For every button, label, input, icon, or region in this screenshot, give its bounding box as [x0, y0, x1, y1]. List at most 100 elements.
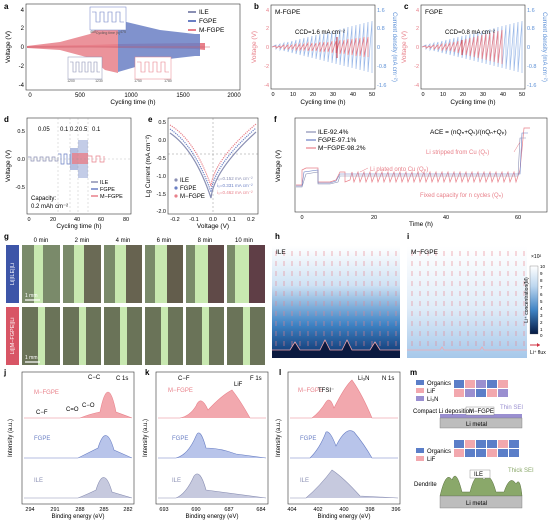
legend-fgpe: FGPE [199, 18, 217, 25]
l-xtick: 404 [287, 507, 296, 513]
b-xtick: 40 [350, 92, 356, 98]
g-scalebar: 1 mm [25, 293, 38, 299]
colorbar-tick: 2 [540, 320, 543, 325]
m-legend2: Organics [427, 449, 451, 455]
c-xtick: 30 [480, 92, 486, 98]
f-plated: Li plated onto Cu (Qₚ) [370, 167, 428, 173]
j-peak-co2: C−O [82, 403, 95, 409]
k-xtick: 687 [224, 507, 233, 513]
k-xtick: 693 [159, 507, 168, 513]
k-xlabel: Binding energy (eV) [185, 514, 238, 520]
b-xtick: 10 [290, 92, 296, 98]
j-xtick: 291 [50, 507, 59, 513]
j-xtick: 294 [25, 507, 34, 513]
b-y2tick: 0 [377, 45, 380, 51]
a-xtick: 2000 [227, 93, 241, 99]
j-ylabel: Intensity (a.u.) [8, 419, 14, 457]
j-sample: ILE [34, 478, 43, 484]
m-legend: LiF [427, 389, 436, 395]
panel-c-ccd-fgpe: FGPE CCD=0.8 mA cm⁻² Voltage (V) Current… [401, 4, 547, 106]
a-inset-tick: 1230 [95, 79, 103, 83]
l-xtick: 400 [339, 507, 348, 513]
b-y2tick: -0.8 [377, 64, 386, 70]
d-legend-fgpe: FGPE [100, 187, 115, 193]
c-y2tick: 1.6 [527, 8, 535, 14]
k-sample: FGPE [172, 436, 188, 442]
panel-label-m: m [410, 368, 417, 377]
g-time: 6 min [157, 238, 172, 244]
a-ytick: -4 [19, 83, 25, 89]
m-legend2: LiF [427, 457, 436, 463]
d-ytick: 0.5 [17, 129, 25, 135]
c-ytick: 2 [416, 26, 419, 32]
panel-label-h: h [275, 232, 280, 241]
l-peak-li3n: Li₃N [358, 376, 369, 382]
b-y2tick: 0.8 [377, 26, 385, 32]
f-stripped: Li stripped from Cu (Qₛ) [426, 150, 489, 156]
e-xtick: -0.2 [170, 217, 179, 223]
d-legend-ile: ILE [100, 180, 109, 186]
b-y2tick: -1.6 [377, 83, 386, 89]
d-xtick: 60 [98, 217, 104, 223]
c-y2tick: -1.6 [527, 83, 536, 89]
f-xtick: 20 [371, 215, 377, 221]
e-ytick: -1.0 [157, 174, 166, 180]
c-y2tick: 0 [527, 45, 530, 51]
colorbar-tick: 10 [540, 264, 546, 269]
c-y2tick: 0.8 [527, 26, 535, 32]
m-li-metal-top: Li metal [466, 422, 487, 428]
k-ylabel: Intensity (a.u.) [143, 419, 149, 457]
colorbar-tick: 1 [540, 327, 543, 332]
c-xtick: 40 [500, 92, 506, 98]
colorbar-tick: 4 [540, 306, 543, 311]
g-time: 0 min [34, 238, 49, 244]
a-ylabel: Voltage (V) [5, 31, 12, 63]
panel-label-e: e [148, 115, 153, 124]
h-title: ILE [276, 249, 286, 256]
c-ylabel: Voltage (V) [401, 31, 408, 63]
colorbar-tick: 5 [540, 299, 543, 304]
j-sample: M−FGPE [34, 390, 59, 396]
colorbar-tick: 3 [540, 313, 543, 318]
f-ylabel: Voltage (V) [275, 150, 282, 182]
f-xtick: 0 [300, 215, 303, 221]
d-ytick: -0.5 [16, 185, 25, 191]
b-ytick: 0 [266, 45, 269, 51]
j-peak-cc: C−C [88, 375, 101, 381]
c-y2label: Current density (mA cm⁻²) [541, 12, 547, 82]
d-xtick: 0 [27, 217, 30, 223]
b-y2tick: 1.6 [377, 8, 385, 14]
c-ytick: 0 [416, 45, 419, 51]
k-title: F 1s [250, 376, 262, 382]
c-ccd: CCD=0.8 mA cm⁻² [445, 30, 495, 36]
e-ytick: -0.5 [157, 156, 166, 162]
l-peak-tfsi: TFSI⁻ [318, 388, 334, 394]
colorbar-tick: 8 [540, 278, 543, 283]
panel-m-schematic: Organics LiF Li₃N M−FGPE Thin SEI Compac… [413, 380, 534, 509]
panel-label-f: f [274, 115, 277, 124]
k-sample: M−FGPE [168, 388, 193, 394]
b-xtick: 50 [369, 92, 375, 98]
b-xtick: 20 [310, 92, 316, 98]
c-title: FGPE [425, 9, 443, 16]
panel-g-optical-images: 0 min 2 min 4 min 6 min 8 min 10 min Li|… [6, 238, 265, 365]
b-xtick: 0 [271, 92, 274, 98]
e-ytick: -1.5 [157, 192, 166, 198]
f-legend-mfgpe: M−FGPE-98.2% [318, 145, 366, 152]
b-xlabel: Cycling time (h) [300, 99, 345, 106]
c-xtick: 10 [440, 92, 446, 98]
a-xtick: 0 [28, 93, 32, 99]
colorbar-tick: 0 [540, 333, 543, 338]
g-time: 8 min [198, 238, 213, 244]
panel-label-i: i [407, 232, 409, 241]
m-legend: Organics [427, 381, 451, 387]
d-rate: 0.1 [92, 127, 101, 133]
j-sample: FGPE [34, 436, 50, 442]
l-title: N 1s [382, 376, 394, 382]
c-y2tick: -0.8 [527, 64, 536, 70]
f-xtick: 60 [515, 215, 521, 221]
g-row-ile: Li||ILE||Li [10, 263, 16, 286]
j-peak-co: C=O [66, 407, 79, 413]
k-xtick: 684 [256, 507, 265, 513]
